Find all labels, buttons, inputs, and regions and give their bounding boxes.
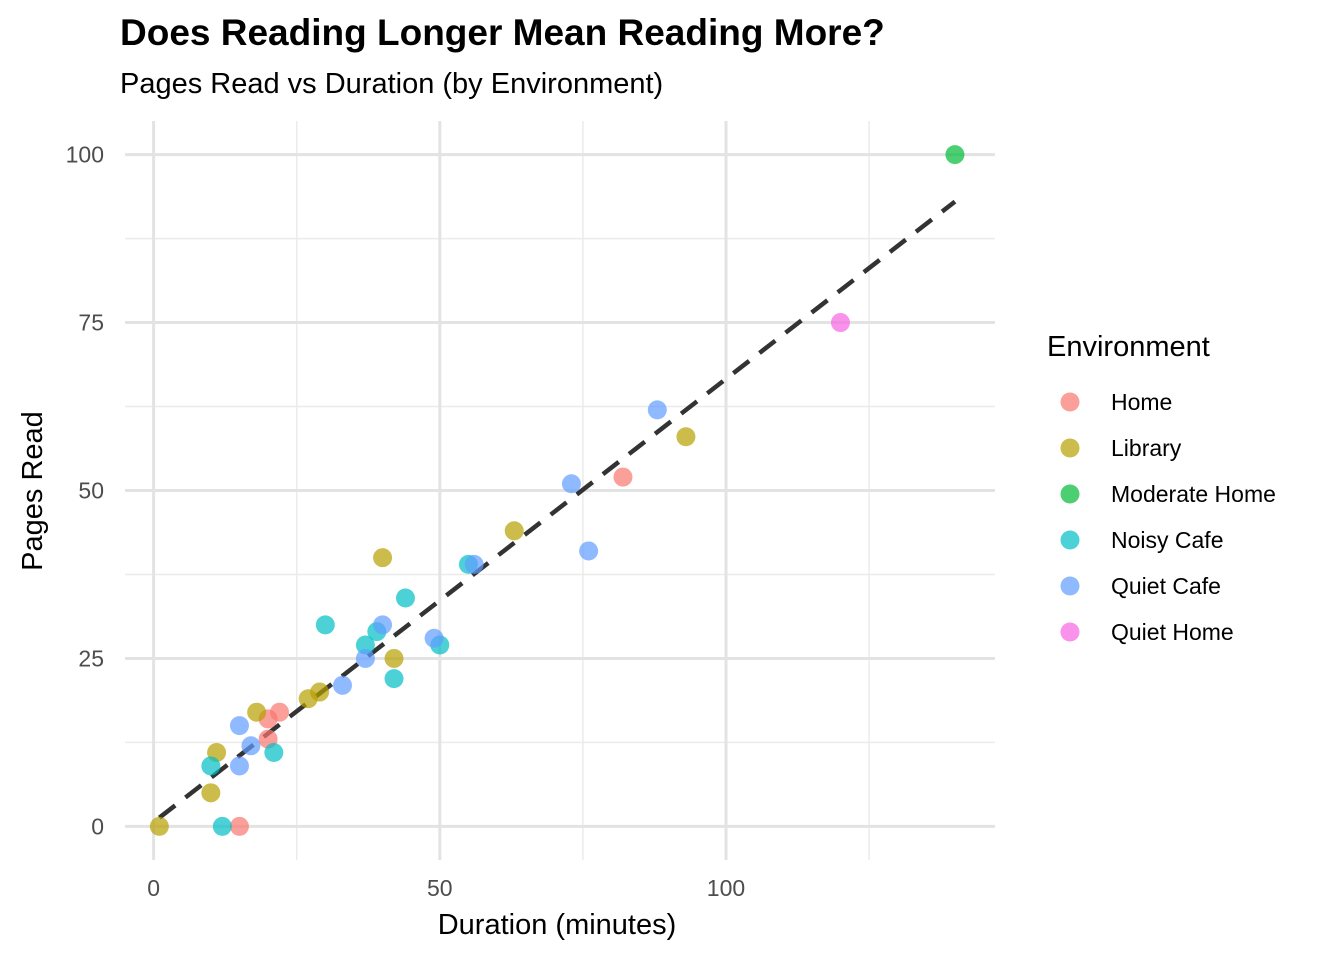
legend-key [1060,622,1080,642]
data-point [579,541,599,561]
legend-key [1060,576,1080,596]
data-point [613,467,633,487]
data-point [247,702,267,722]
data-point [676,427,696,447]
y-tick-label: 50 [78,478,104,504]
data-point [264,743,284,763]
data-point [315,615,335,635]
legend-key [1060,484,1080,504]
data-points [149,145,965,836]
chart-title: Does Reading Longer Mean Reading More? [120,12,885,53]
data-point [945,145,965,165]
data-point [229,816,249,836]
data-point [830,313,850,333]
data-point [647,400,667,420]
data-point [561,474,581,494]
y-axis-title: Pages Read [17,411,49,571]
legend-label: Home [1111,389,1172,415]
data-point [504,521,524,541]
series-quiet-home [830,313,850,333]
tick-labels: 0 50 100 0 25 50 75 100 [66,142,746,901]
data-point [373,615,393,635]
data-point [270,702,290,722]
data-point [229,716,249,736]
legend-key [1060,438,1080,458]
legend-label: Quiet Home [1111,619,1234,645]
trend-line [157,199,957,820]
legend-label: Library [1111,435,1182,461]
legend-label: Noisy Cafe [1111,527,1223,553]
data-point [464,554,484,574]
data-point [310,682,330,702]
data-point [355,648,375,668]
y-tick-label: 25 [78,645,104,671]
x-tick-label: 0 [147,875,160,901]
legend-key [1060,392,1080,412]
x-tick-label: 50 [427,875,453,901]
data-point [149,816,169,836]
data-point [384,669,404,689]
y-tick-label: 0 [91,813,104,839]
legend-title: Environment [1047,331,1210,363]
legend-key [1060,530,1080,550]
series-quiet-cafe [229,400,667,776]
series-moderate-home [945,145,965,165]
data-point [384,648,404,668]
legend-items: Home Library Moderate Home Noisy Cafe Quiet … [1060,389,1276,645]
series-noisy-cafe [201,554,478,836]
series-home [229,467,633,836]
data-point [201,756,221,776]
series-library [149,427,696,836]
data-point [355,635,375,655]
data-point [212,816,232,836]
data-point [395,588,415,608]
data-point [201,783,221,803]
data-point [333,675,352,695]
legend-label: Quiet Cafe [1111,573,1221,599]
data-point [373,548,393,568]
data-point [424,628,444,648]
legend: Environment Home Library Moderate Home Nois… [1047,331,1276,645]
x-tick-label: 100 [707,875,745,901]
y-tick-label: 100 [66,142,104,168]
legend-label: Moderate Home [1111,481,1276,507]
x-axis-title: Duration (minutes) [438,909,677,941]
chart-subtitle: Pages Read vs Duration (by Environment) [120,68,664,100]
grid-lines [125,121,995,860]
trend-line-group [157,199,957,820]
y-tick-label: 75 [78,310,104,336]
data-point [241,736,261,756]
data-point [229,756,249,776]
